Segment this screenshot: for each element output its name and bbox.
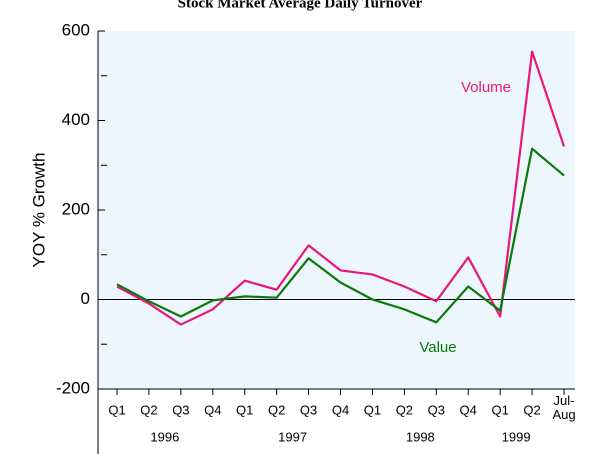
y-tick-label: -200 [56, 378, 90, 397]
series-label: Value [419, 339, 456, 356]
y-tick-label: 600 [62, 20, 90, 39]
year-label: 1998 [406, 429, 435, 444]
x-tick-label: Jul-Aug [552, 393, 575, 422]
x-tick-label-line: Aug [552, 407, 575, 422]
year-label: 1999 [502, 429, 531, 444]
x-tick-label: Q4 [460, 402, 477, 417]
chart-title: Stock Market Average Daily Turnover [178, 0, 423, 11]
x-tick-label: Q2 [396, 402, 413, 417]
x-tick-label: Q3 [300, 402, 317, 417]
y-tick-label: 400 [62, 110, 90, 129]
x-tick-label: Q1 [364, 402, 381, 417]
x-tick-label: Q3 [428, 402, 445, 417]
y-tick-label: 0 [81, 289, 90, 308]
year-label: 1997 [278, 429, 307, 444]
y-axis-label: YOY % Growth [29, 153, 48, 268]
x-tick-label: Q1 [108, 402, 125, 417]
x-tick-label-line: Jul- [554, 393, 575, 408]
series-line [116, 50, 566, 326]
y-tick-label: 200 [62, 199, 90, 218]
x-tick-label: Q4 [204, 402, 221, 417]
x-tick-label: Q1 [236, 402, 253, 417]
x-tick-label: Q2 [268, 402, 285, 417]
x-tick-label: Q4 [332, 402, 349, 417]
series-line [116, 147, 565, 324]
x-tick-label: Q2 [140, 402, 157, 417]
plot-area [98, 31, 575, 389]
x-tick-label: Q3 [172, 402, 189, 417]
x-tick-label: Q1 [491, 402, 508, 417]
x-tick-label: Q2 [523, 402, 540, 417]
year-label: 1996 [150, 429, 179, 444]
series-label: Volume [461, 79, 511, 96]
